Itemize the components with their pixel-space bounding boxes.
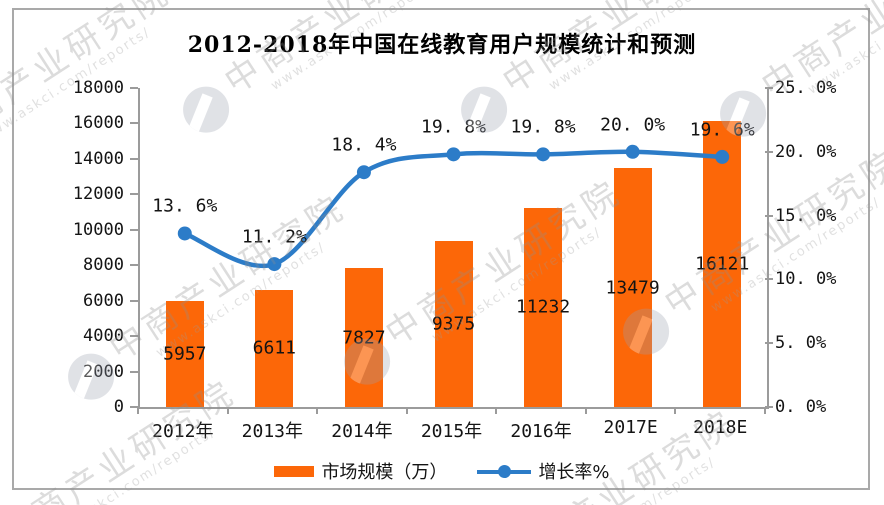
legend-label-growth-rate: 增长率% — [538, 462, 610, 483]
line-point-marker-2013年 — [267, 257, 282, 272]
bar-value-label: 13479 — [605, 277, 660, 299]
left-axis-tick-label: 2000 — [83, 361, 124, 382]
x-axis-tick-mark — [674, 407, 677, 414]
left-axis-tick-label: 4000 — [83, 326, 124, 347]
left-axis-tick-label: 6000 — [83, 290, 124, 311]
line-point-marker-2016年 — [536, 147, 551, 162]
right-axis-tick-mark — [765, 150, 773, 153]
right-axis-tick-mark — [765, 87, 773, 89]
bar-value-label: 5957 — [163, 343, 207, 365]
right-axis-tick-mark — [765, 214, 773, 217]
left-axis-tick-mark — [130, 299, 138, 302]
right-axis-tick-mark — [765, 278, 773, 281]
bar-2013年 — [255, 289, 294, 407]
x-axis-label-2016年: 2016年 — [510, 421, 572, 442]
right-axis-tick-label: 10. 0% — [775, 269, 837, 290]
left-axis-tick-mark — [130, 228, 138, 231]
x-axis-label-2013年: 2013年 — [241, 421, 304, 442]
line-point-marker-2018E — [715, 149, 730, 164]
x-axis-label-2018E: 2018E — [693, 417, 748, 438]
left-axis-tick-mark — [130, 335, 138, 338]
left-axis-tick-label: 18000 — [72, 78, 124, 98]
legend-item-growth-rate: 增长率% — [477, 458, 610, 484]
bar-2016年 — [524, 207, 563, 407]
x-axis-tick-mark — [405, 407, 408, 414]
x-axis-tick-mark — [495, 407, 498, 414]
line-point-marker-2014年 — [356, 165, 371, 180]
x-axis-tick-mark — [764, 407, 766, 414]
x-axis-tick-mark — [584, 407, 587, 414]
bar-value-label: 16121 — [695, 253, 750, 275]
bar-2017E — [613, 168, 652, 407]
right-axis-tick-mark — [765, 406, 773, 408]
growth-rate-line — [177, 144, 730, 272]
x-axis-tick-mark — [316, 407, 319, 414]
left-axis-tick-label: 0 — [113, 397, 124, 417]
line-percent-label: 20. 0% — [600, 114, 666, 136]
right-axis-tick-label: 20. 0% — [775, 141, 837, 162]
left-axis-tick-label: 14000 — [72, 148, 124, 169]
bar-value-label: 6611 — [252, 337, 297, 359]
legend-label-market-size: 市场规模（万） — [321, 462, 448, 483]
bar-2012年 — [165, 301, 204, 407]
left-axis-tick-label: 12000 — [72, 184, 124, 205]
x-axis-tick-mark — [137, 407, 139, 414]
right-axis-tick-label: 0. 0% — [775, 397, 827, 417]
line-percent-label: 19. 8% — [420, 116, 487, 138]
left-axis-tick-mark — [130, 157, 138, 160]
left-axis-tick-mark — [130, 406, 138, 408]
legend: 市场规模（万） 增长率% — [0, 458, 884, 484]
left-axis-tick-mark — [130, 193, 138, 196]
bar-value-label: 7827 — [342, 327, 386, 349]
bar-2015年 — [434, 240, 473, 407]
bar-value-label: 9375 — [431, 313, 476, 335]
right-axis-tick-mark — [765, 342, 773, 345]
plot-area: 5957 6611 7827 9375 11232 13479 16121 13. 6% 11.… — [138, 88, 769, 409]
bar-2018E — [703, 121, 742, 407]
line-series-swatch-icon — [477, 464, 532, 478]
line-percent-label: 19. 6% — [689, 119, 755, 141]
left-axis-tick-mark — [130, 264, 138, 267]
line-swatch-dot-icon — [498, 464, 512, 478]
x-axis-tick-mark — [226, 407, 229, 414]
bar-value-label: 11232 — [515, 296, 571, 318]
left-axis-tick-label: 16000 — [72, 113, 124, 134]
x-axis-label-2012年: 2012年 — [152, 421, 214, 442]
data-labels-layer: 5957 6611 7827 9375 11232 13479 16121 13. 6% 11.… — [140, 88, 767, 407]
line-percent-label: 19. 8% — [510, 116, 576, 138]
legend-item-market-size: 市场规模（万） — [274, 458, 447, 484]
left-axis-tick-label: 8000 — [83, 255, 124, 276]
left-axis-tick-label: 10000 — [72, 219, 124, 240]
line-percent-label: 18. 4% — [331, 134, 397, 156]
left-axis-tick-mark — [130, 370, 138, 373]
x-axis-label-2017E: 2017E — [603, 417, 658, 438]
right-axis-tick-label: 5. 0% — [775, 333, 827, 354]
line-point-marker-2017E — [625, 144, 640, 159]
line-percent-label: 13. 6% — [152, 195, 218, 217]
bar-series-swatch-icon — [274, 465, 315, 477]
line-point-marker-2012年 — [177, 226, 192, 241]
chart-title: 2012-2018年中国在线教育用户规模统计和预测 — [187, 32, 697, 58]
x-axis-label-2014年: 2014年 — [331, 421, 393, 442]
bar-2014年 — [344, 268, 383, 407]
right-axis-tick-label: 15. 0% — [775, 205, 837, 226]
bars-layer — [140, 88, 767, 407]
left-axis-tick-mark — [130, 122, 138, 125]
x-axis-label-2015年: 2015年 — [420, 421, 483, 442]
line-point-marker-2015年 — [446, 147, 461, 162]
left-axis-tick-mark — [130, 87, 138, 89]
line-percent-label: 11. 2% — [241, 226, 307, 248]
right-axis-tick-label: 25. 0% — [775, 78, 837, 98]
